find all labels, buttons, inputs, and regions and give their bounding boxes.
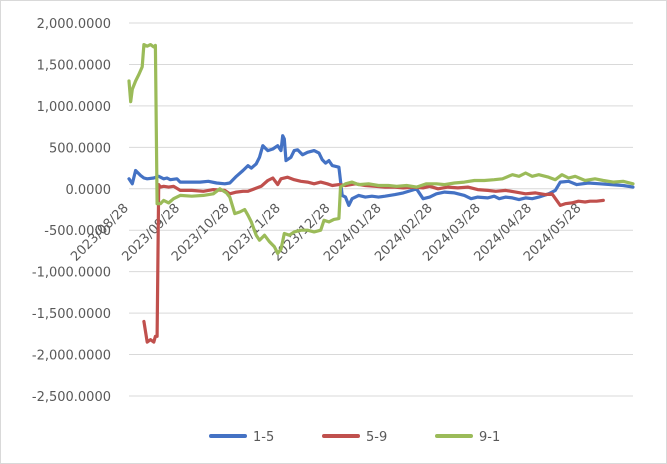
y-tick-label: -1,000.0000 (32, 266, 111, 281)
legend: 1-5 5-9 9-1 (209, 430, 500, 445)
y-axis-ticks: 2,000.0000 1,500.0000 1,000.0000 500.0000 0.… (32, 17, 111, 405)
legend-label: 1-5 (253, 430, 274, 445)
legend-item: 5-9 (322, 430, 387, 445)
legend-label: 9-1 (479, 430, 500, 445)
y-tick-label: -1,500.0000 (32, 307, 111, 322)
y-tick-label: 500.0000 (49, 141, 111, 156)
y-tick-label: 1,000.0000 (37, 100, 111, 115)
x-axis-ticks: 2023/08/282023/09/282023/10/282023/11/28… (68, 201, 584, 265)
legend-label: 5-9 (366, 430, 387, 445)
y-tick-label: -2,500.0000 (32, 390, 111, 405)
y-tick-label: 0.0000 (66, 183, 112, 198)
series-line-1-5 (127, 134, 635, 207)
series-line-9-1 (127, 43, 635, 255)
y-tick-label: -2,000.0000 (32, 349, 111, 364)
y-tick-label: 2,000.0000 (37, 17, 111, 32)
gridlines (129, 22, 633, 397)
legend-item: 9-1 (435, 430, 500, 445)
series-line-5-9 (142, 175, 605, 344)
y-tick-label: 1,500.0000 (37, 58, 111, 73)
y-tick-label: -500.0000 (44, 224, 111, 239)
series-lines (127, 43, 635, 344)
legend-item: 1-5 (209, 430, 274, 445)
